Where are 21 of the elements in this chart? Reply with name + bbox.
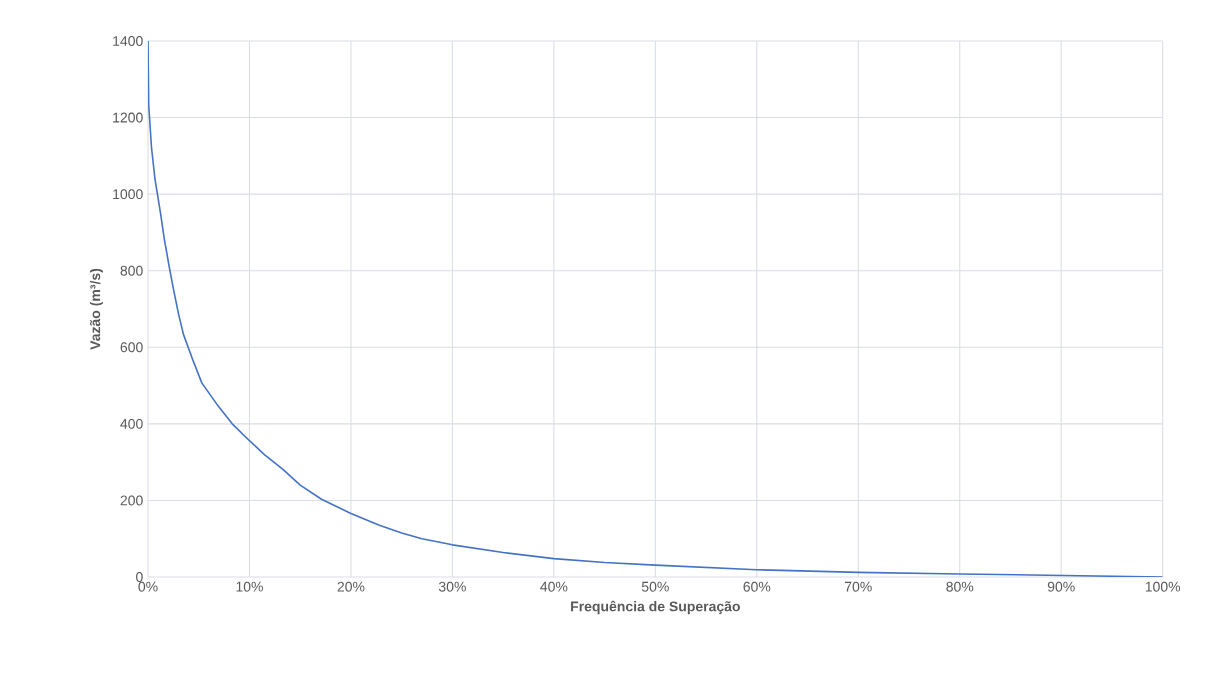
y-axis-title: Vazão (m³/s) [89, 268, 103, 350]
x-tick-label: 30% [438, 581, 466, 592]
y-tick-label: 0 [136, 572, 143, 582]
y-tick-label: 1200 [113, 112, 143, 123]
y-tick-label: 1000 [113, 189, 143, 200]
x-axis-title: Frequência de Superação [571, 600, 740, 615]
y-tick-label: 600 [120, 342, 143, 353]
x-tick-label: 50% [641, 581, 669, 592]
x-tick-label: 100% [1145, 581, 1181, 592]
y-tick-label: 800 [120, 265, 143, 276]
x-tick-label: 70% [844, 581, 872, 592]
x-tick-label: 20% [337, 581, 365, 592]
x-tick-label: 10% [236, 581, 263, 592]
y-tick-label: 1400 [113, 36, 143, 46]
y-tick-label: 400 [120, 418, 143, 429]
x-tick-label: 40% [540, 581, 568, 592]
x-tick-label: 80% [946, 581, 974, 592]
x-tick-label: 90% [1047, 581, 1075, 592]
x-tick-label: 60% [743, 581, 771, 592]
y-tick-label: 200 [120, 495, 143, 506]
x-tick-label: 0% [138, 581, 158, 592]
